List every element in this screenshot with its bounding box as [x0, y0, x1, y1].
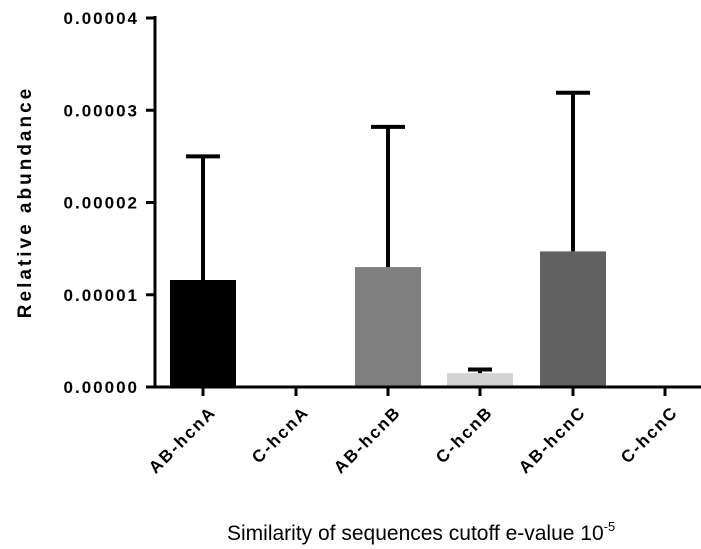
x-tick-label-AB-hcnB: AB-hcnB [330, 402, 405, 477]
x-axis-label: Similarity of sequences cutoff e-value 1… [227, 519, 615, 545]
bars-layer [170, 251, 606, 387]
y-tick-label: 0.00004 [64, 9, 139, 28]
x-tick-label-C-hcnC: C-hcnC [617, 402, 682, 467]
error-bars-layer [186, 90, 590, 374]
y-tick-label: 0.00002 [64, 194, 139, 213]
x-axis-label-exponent: -5 [604, 519, 616, 534]
x-tick-label-C-hcnB: C-hcnB [432, 402, 497, 467]
bar-AB-hcnC [540, 251, 606, 387]
bar-AB-hcnB [355, 267, 421, 387]
x-tick-label-C-hcnA: C-hcnA [248, 402, 313, 467]
y-tick-label: 0.00001 [64, 286, 139, 305]
x-ticks: AB-hcnA C-hcnA AB-hcnB C-hcnB AB-hcnC C-hcnC [145, 387, 682, 477]
y-axis-label: Relative abundance [15, 86, 36, 318]
y-ticks: 0.00000 0.00001 0.00002 0.00003 0.00004 [64, 9, 155, 397]
x-axis-label-main: Similarity of sequences cutoff e-value 1… [227, 522, 604, 545]
bar-AB-hcnA [170, 279, 236, 387]
x-tick-label-AB-hcnC: AB-hcnC [515, 402, 590, 477]
y-tick-label: 0.00000 [64, 378, 139, 397]
x-tick-label-AB-hcnA: AB-hcnA [145, 402, 220, 477]
bar-C-hcnB [447, 373, 513, 387]
y-tick-label: 0.00003 [64, 101, 139, 120]
